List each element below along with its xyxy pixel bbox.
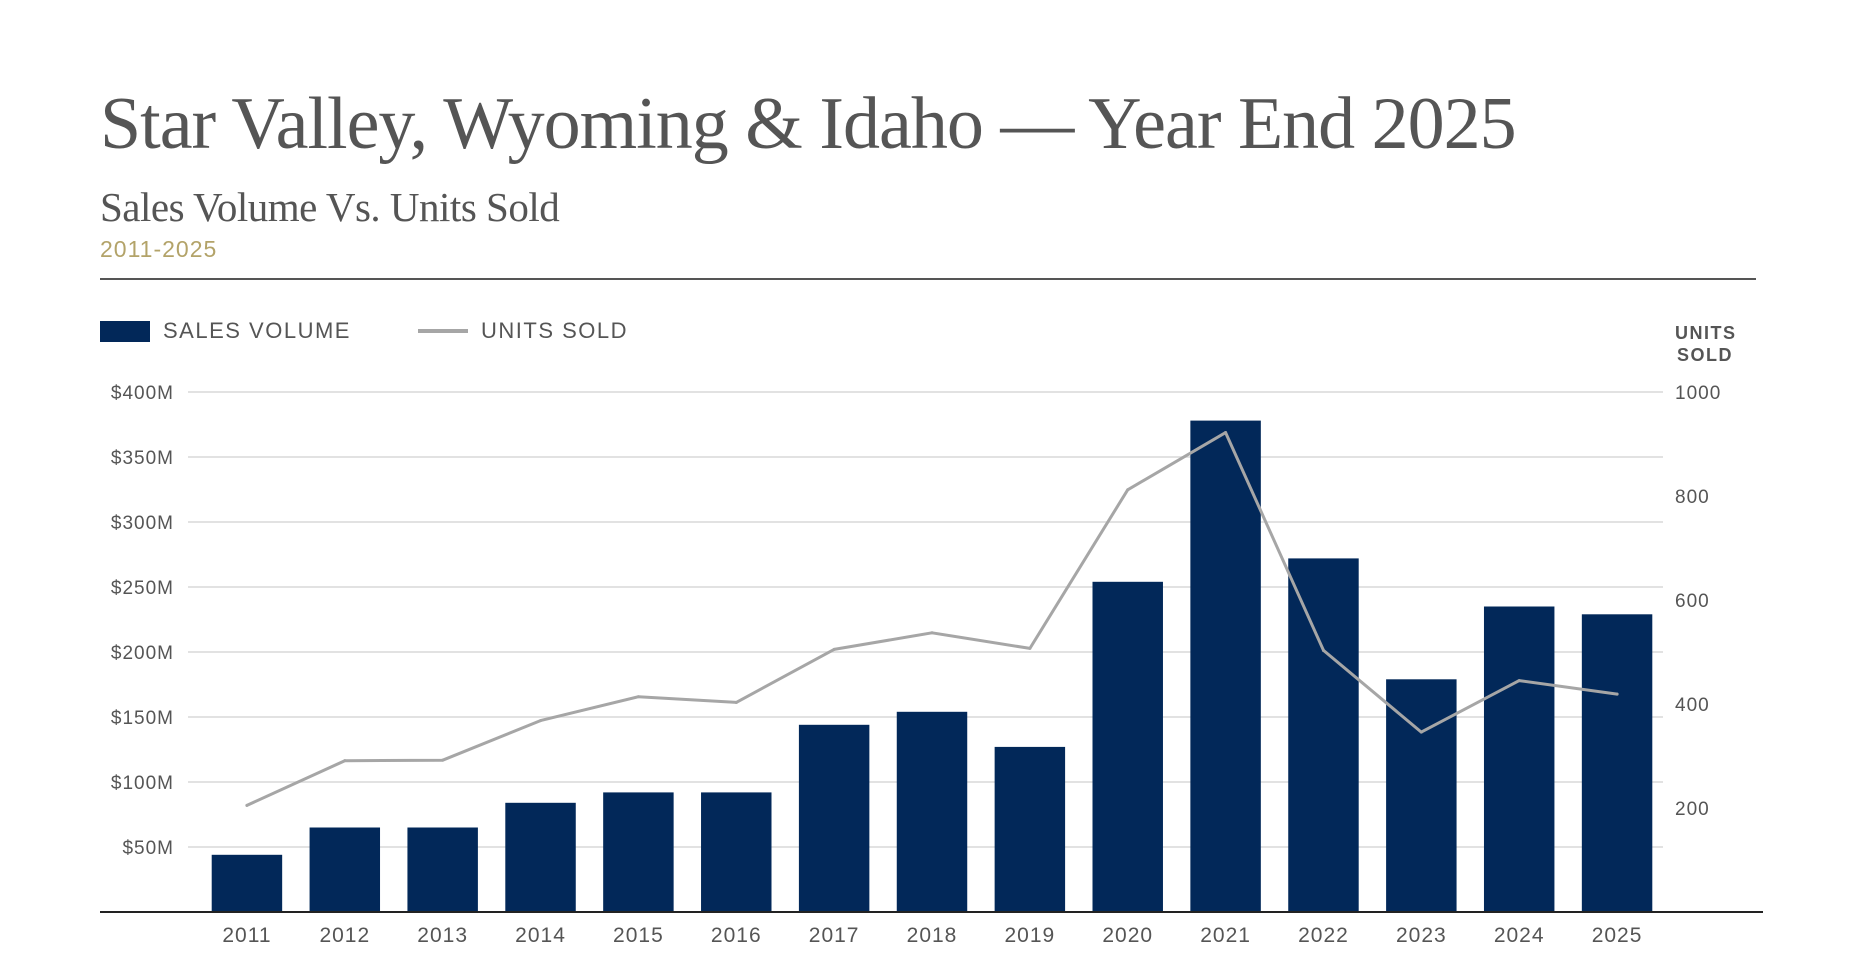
right-tick-label: 200 bbox=[1675, 799, 1710, 820]
left-tick-label: $200M bbox=[111, 643, 174, 664]
units-sold-point-2013 bbox=[441, 758, 445, 762]
legend: SALES VOLUME UNITS SOLD bbox=[100, 318, 628, 343]
left-tick-label: $300M bbox=[111, 513, 174, 534]
header-divider bbox=[100, 278, 1756, 280]
left-tick-label: $50M bbox=[122, 838, 174, 859]
right-axis-ticks: 200 400 600 800 1000 bbox=[1675, 383, 1721, 820]
units-sold-point-2025 bbox=[1615, 692, 1619, 696]
right-axis-title: UNITS SOLD bbox=[1675, 323, 1737, 365]
bar-2024 bbox=[1483, 606, 1555, 912]
left-tick-label: $400M bbox=[111, 383, 174, 404]
x-tick-label: 2012 bbox=[319, 924, 370, 947]
x-tick-label: 2019 bbox=[1005, 924, 1056, 947]
legend-label-sales-volume: SALES VOLUME bbox=[163, 318, 351, 343]
right-tick-label: 400 bbox=[1675, 695, 1710, 716]
bar-2019 bbox=[994, 746, 1066, 912]
x-tick-label: 2021 bbox=[1200, 924, 1251, 947]
sales-volume-bars bbox=[211, 420, 1653, 912]
units-sold-point-2018 bbox=[930, 631, 934, 635]
units-sold-point-2020 bbox=[1126, 488, 1130, 492]
units-sold-point-2017 bbox=[832, 647, 836, 651]
left-tick-label: $150M bbox=[111, 708, 174, 729]
left-axis-ticks: $50M $100M $150M $200M $250M $300M $350M $400M bbox=[111, 383, 174, 859]
bar-2013 bbox=[407, 827, 478, 912]
units-sold-point-2019 bbox=[1028, 646, 1032, 650]
bar-2020 bbox=[1092, 581, 1163, 912]
units-sold-point-2022 bbox=[1321, 648, 1325, 652]
x-tick-label: 2011 bbox=[222, 924, 271, 947]
x-tick-label: 2013 bbox=[417, 924, 468, 947]
units-sold-point-2024 bbox=[1517, 679, 1521, 683]
chart-title: Star Valley, Wyoming & Idaho — Year End … bbox=[100, 83, 1517, 165]
bar-2014 bbox=[505, 802, 576, 912]
bar-2016 bbox=[701, 792, 772, 912]
bar-2012 bbox=[309, 827, 381, 912]
bar-2018 bbox=[896, 711, 968, 912]
x-tick-label: 2018 bbox=[907, 924, 958, 947]
right-tick-label: 1000 bbox=[1675, 383, 1721, 404]
right-axis-title-line-1: UNITS bbox=[1675, 323, 1737, 343]
bar-2022 bbox=[1288, 558, 1359, 912]
bar-2021 bbox=[1190, 420, 1261, 912]
x-tick-label: 2014 bbox=[515, 924, 566, 947]
right-tick-label: 600 bbox=[1675, 591, 1710, 612]
units-sold-line-group bbox=[245, 431, 1619, 807]
units-sold-point-2023 bbox=[1419, 730, 1423, 734]
x-axis-ticks: 2011 2012 2013 2014 2015 2016 2017 2018 2019 2020… bbox=[222, 924, 1643, 947]
bar-2015 bbox=[603, 792, 674, 912]
left-tick-label: $350M bbox=[111, 448, 174, 469]
bar-2023 bbox=[1386, 679, 1457, 912]
units-sold-point-2012 bbox=[343, 759, 347, 763]
x-tick-label: 2016 bbox=[711, 924, 762, 947]
x-tick-label: 2020 bbox=[1102, 924, 1153, 947]
x-tick-label: 2022 bbox=[1298, 924, 1349, 947]
x-tick-label: 2015 bbox=[613, 924, 664, 947]
bar-2011 bbox=[211, 854, 283, 912]
right-tick-label: 800 bbox=[1675, 487, 1710, 508]
units-sold-point-2021 bbox=[1224, 431, 1228, 435]
units-sold-point-2015 bbox=[636, 695, 640, 699]
right-axis-title-line-2: SOLD bbox=[1677, 345, 1733, 365]
units-sold-point-2016 bbox=[734, 700, 738, 704]
left-tick-label: $100M bbox=[111, 773, 174, 794]
bar-2017 bbox=[798, 724, 870, 912]
units-sold-point-2011 bbox=[245, 803, 249, 807]
bar-2025 bbox=[1581, 614, 1653, 912]
x-tick-label: 2023 bbox=[1396, 924, 1447, 947]
x-tick-label: 2025 bbox=[1592, 924, 1643, 947]
date-range: 2011-2025 bbox=[100, 236, 218, 262]
x-tick-label: 2024 bbox=[1494, 924, 1545, 947]
left-tick-label: $250M bbox=[111, 578, 174, 599]
x-tick-label: 2017 bbox=[809, 924, 860, 947]
legend-swatch-sales-volume bbox=[100, 321, 150, 342]
chart-subtitle: Sales Volume Vs. Units Sold bbox=[100, 184, 560, 230]
legend-label-units-sold: UNITS SOLD bbox=[481, 318, 628, 343]
units-sold-point-2014 bbox=[539, 719, 543, 723]
